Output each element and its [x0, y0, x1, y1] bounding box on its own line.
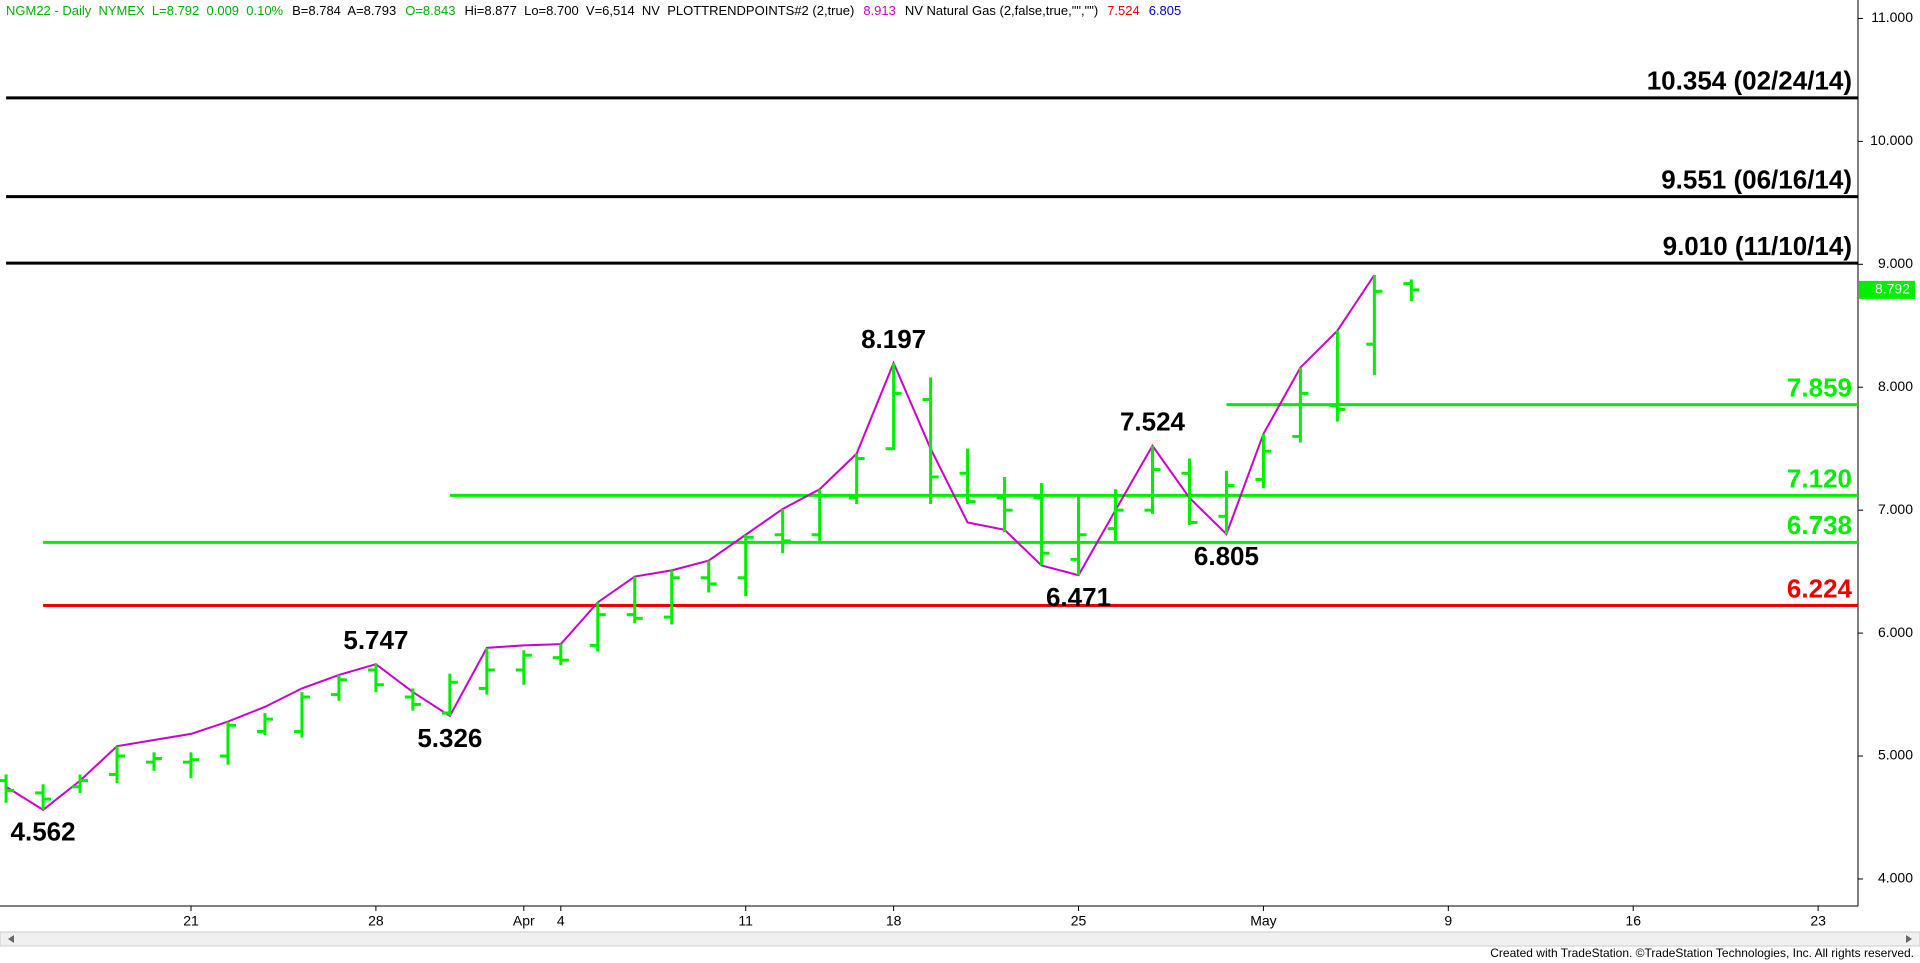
chart-header: NGM22 - Daily NYMEX L=8.792 0.009 0.10% B… — [6, 3, 1190, 18]
x-tick-label: 23 — [1810, 913, 1826, 929]
x-tick-label: 25 — [1071, 913, 1087, 929]
x-tick-label: 18 — [886, 913, 902, 929]
level-label: 6.738 — [1787, 510, 1852, 540]
header-item: NV Natural Gas (2,false,true,"","") — [904, 3, 1099, 18]
y-tick-label: 4.000 — [1878, 870, 1913, 886]
level-label: 7.859 — [1787, 372, 1852, 402]
x-tick-label: 11 — [738, 913, 753, 929]
pivot-label: 5.326 — [417, 723, 482, 753]
header-item: B=8.784 A=8.793 — [292, 3, 397, 18]
y-tick-label: 9.000 — [1878, 255, 1913, 271]
x-tick-label: May — [1250, 913, 1276, 929]
pivot-label: 6.471 — [1046, 582, 1111, 612]
y-tick-label: 6.000 — [1878, 624, 1913, 640]
level-label: 7.120 — [1787, 463, 1852, 493]
y-tick-label: 8.000 — [1878, 378, 1913, 394]
y-tick-label: 10.000 — [1870, 132, 1913, 148]
scrollbar[interactable] — [0, 931, 1920, 947]
level-label: 6.224 — [1787, 573, 1853, 603]
pivot-label: 8.197 — [861, 324, 926, 354]
x-tick-label: 21 — [183, 913, 199, 929]
header-item: Hi=8.877 Lo=8.700 V=6,514 NV PLOTTRENDPO… — [464, 3, 855, 18]
header-item: 7.524 — [1107, 3, 1140, 18]
x-tick-label: Apr — [513, 913, 535, 929]
level-label: 10.354 (02/24/14) — [1647, 66, 1852, 96]
level-label: 9.551 (06/16/14) — [1661, 164, 1852, 194]
pivot-label: 5.747 — [343, 625, 408, 655]
footer: Created with TradeStation. ©TradeStation… — [1490, 946, 1914, 960]
header-item: O=8.843 — [405, 3, 456, 18]
y-tick-label: 7.000 — [1878, 501, 1913, 517]
last-price-tag — [1859, 280, 1915, 299]
pivot-label: 6.805 — [1194, 541, 1259, 571]
x-tick-label: 16 — [1625, 913, 1641, 929]
pivot-label: 7.524 — [1120, 407, 1186, 437]
last-price-label: 8.792 — [1875, 281, 1910, 297]
y-tick-label: 11.000 — [1871, 9, 1913, 25]
x-tick-label: 28 — [368, 913, 384, 929]
x-tick-label: 4 — [557, 913, 565, 929]
trend-line — [5, 274, 1376, 812]
level-label: 9.010 (11/10/14) — [1663, 231, 1852, 261]
y-tick-label: 5.000 — [1878, 747, 1913, 763]
scroll-right[interactable] — [1906, 935, 1912, 943]
x-tick-label: 9 — [1444, 913, 1452, 929]
scroll-left[interactable] — [8, 935, 14, 943]
header-item: 6.805 — [1148, 3, 1182, 18]
header-item: NGM22 - Daily NYMEX L=8.792 0.009 0.10% — [6, 3, 284, 18]
pivot-label: 4.562 — [11, 817, 76, 847]
header-item: 8.913 — [863, 3, 896, 18]
